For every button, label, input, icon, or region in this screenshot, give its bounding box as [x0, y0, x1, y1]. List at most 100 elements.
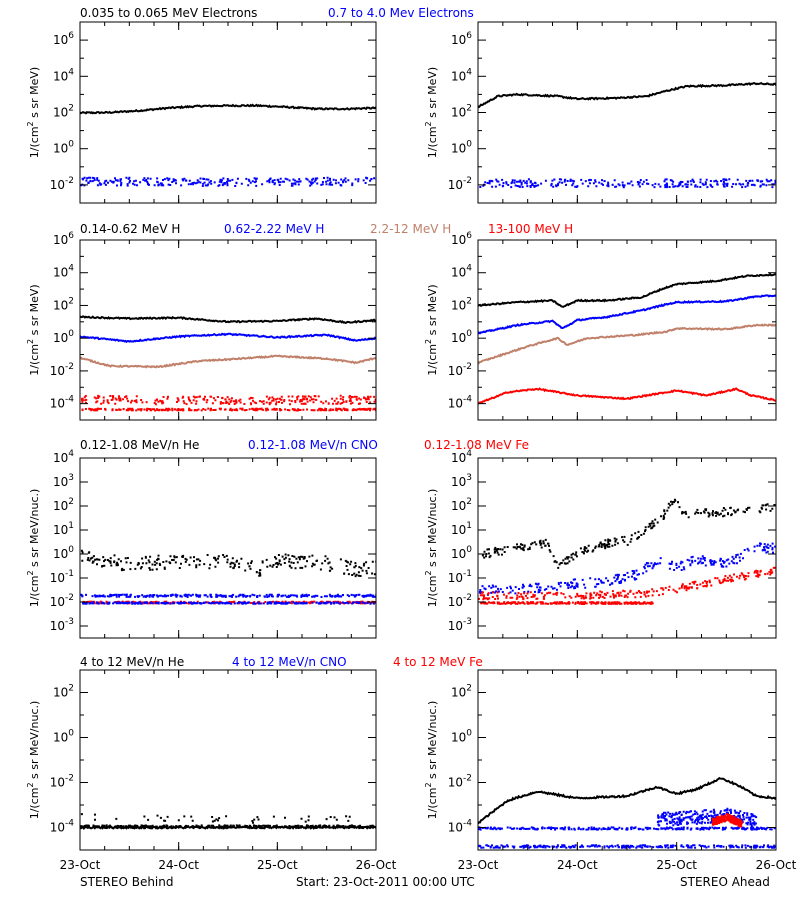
series-ahead-1: [478, 294, 776, 335]
y-tick-label: 103: [53, 473, 74, 489]
series-group: [80, 315, 376, 412]
series-line: [80, 315, 376, 324]
y-tick-label: 10-3: [50, 617, 74, 633]
x-tick-label: 26-Oct: [756, 858, 797, 872]
legend-entry: 0.62-2.22 MeV H: [224, 222, 324, 236]
x-tick-label: 23-Oct: [458, 858, 499, 872]
y-axis-label: 1/(cm2 s sr MeV): [26, 67, 41, 158]
panel-heavy-ions-high-behind: 102 100 10-2 10-4 23-Oct 24-Oct 25-Oct 26-Oct 1/…: [26, 669, 397, 872]
series-dots: [478, 566, 776, 601]
y-axis-label: 1/(cm2 s sr MeV/nuc.): [26, 489, 41, 608]
y-axis-label: 1/(cm2 s sr MeV/nuc.): [424, 489, 439, 608]
y-tick-label: 10-2: [448, 593, 472, 609]
y-tick-label: 102: [451, 296, 472, 312]
y-tick-label: 10-2: [448, 362, 472, 378]
series-dots: [478, 826, 776, 831]
series-dots: [80, 549, 376, 578]
y-tick-label: 106: [53, 31, 74, 47]
series-line: [478, 294, 776, 335]
series-ahead-3: [480, 601, 654, 605]
y-tick-label: 104: [53, 67, 74, 83]
y-tick-label: 10-2: [448, 774, 472, 790]
y-tick-label: 104: [53, 264, 74, 280]
legend-entry: 0.12-1.08 MeV Fe: [424, 438, 529, 452]
series-behind-2: [80, 354, 376, 369]
panel-heavy-ions-low-ahead: 104 103 102 101 100 10-1 10-2 10-3 1/(cm2 s sr M…: [424, 449, 777, 639]
chart-row-heavy-ions-high: 4 to 12 MeV/n He 4 to 12 MeV/n CNO 4 to 12…: [26, 655, 797, 872]
y-axis-label: 1/(cm2 s sr MeV/nuc.): [424, 701, 439, 820]
series-ahead-2: [478, 566, 776, 601]
series-behind-0: [80, 103, 376, 115]
y-tick-label: 104: [451, 264, 472, 280]
legend-entry: 0.12-1.08 MeV/n CNO: [248, 438, 378, 452]
series-group: [80, 103, 376, 187]
y-tick-label: 100: [53, 329, 74, 345]
y-tick-label: 10-2: [448, 176, 472, 192]
y-axis-label: 1/(cm2 s sr MeV/nuc.): [26, 701, 41, 820]
series-behind-1: [80, 593, 376, 598]
series-line: [80, 332, 376, 344]
legend-entry: 0.7 to 4.0 Mev Electrons: [328, 6, 474, 20]
y-tick-label: 103: [451, 473, 472, 489]
row-title-heavy-ions-low: 0.12-1.08 MeV/n He 0.12-1.08 MeV/n CNO 0.1…: [80, 438, 529, 452]
series-line: [80, 824, 376, 831]
series-ahead-0: [478, 81, 776, 109]
y-tick-label: 100: [53, 545, 74, 561]
y-tick-label: 100: [451, 329, 472, 345]
legend-entry: 13-100 MeV H: [488, 222, 573, 236]
y-tick-label: 100: [53, 140, 74, 156]
series-line: [478, 387, 776, 405]
panel-electrons-ahead: 106 104 102 100 10-2 1/(cm2 s sr MeV): [424, 21, 777, 204]
x-tick-label: 25-Oct: [257, 858, 298, 872]
plot-frame: [79, 21, 377, 204]
series-ahead-3: [478, 387, 776, 405]
series-line: [478, 776, 776, 825]
row-title-protons: 0.14-0.62 MeV H 0.62-2.22 MeV H 2.2-12 MeV…: [80, 222, 573, 236]
y-tick-label: 10-4: [448, 819, 473, 835]
series-behind-1: [80, 813, 351, 824]
series-dots: [80, 593, 376, 598]
y-tick-label: 106: [451, 231, 472, 247]
y-tick-label: 100: [451, 140, 472, 156]
series-dots: [479, 178, 776, 189]
x-tick-label: 25-Oct: [656, 858, 697, 872]
series-dots: [711, 813, 743, 828]
y-tick-label: 10-3: [448, 617, 472, 633]
y-tick-label: 102: [53, 296, 74, 312]
series-group: [80, 813, 376, 831]
y-tick-label: 10-4: [448, 395, 473, 411]
plot-frame: [79, 457, 377, 639]
y-tick-label: 102: [451, 684, 472, 700]
series-dots: [80, 813, 351, 824]
x-tick-label: 23-Oct: [60, 858, 101, 872]
series-group: [478, 776, 776, 849]
series-ahead-2: [478, 323, 776, 365]
chart-row-heavy-ions-low: 0.12-1.08 MeV/n He 0.12-1.08 MeV/n CNO 0.1…: [26, 438, 777, 639]
series-ahead-2: [656, 807, 758, 828]
plot-frame: [477, 21, 777, 204]
y-tick-label: 10-2: [50, 774, 74, 790]
series-behind-4: [81, 407, 376, 412]
y-axis-label: 1/(cm2 s sr MeV): [26, 284, 41, 375]
series-ahead-0: [478, 776, 776, 825]
series-ahead-1: [478, 826, 776, 831]
series-group: [478, 81, 776, 189]
series-dots: [480, 601, 654, 605]
y-tick-label: 106: [53, 231, 74, 247]
y-tick-label: 10-2: [50, 176, 74, 192]
legend-entry: 4 to 12 MeV/n CNO: [232, 655, 347, 669]
plot-frame: [79, 239, 377, 421]
series-behind-0: [80, 549, 376, 578]
y-tick-label: 10-2: [50, 362, 74, 378]
series-line: [478, 272, 776, 308]
series-dots: [82, 601, 375, 605]
series-behind-1: [80, 176, 376, 187]
series-line: [80, 103, 376, 115]
y-tick-label: 10-1: [50, 569, 74, 585]
footer-stereo-ahead: STEREO Ahead: [680, 875, 770, 889]
y-tick-label: 102: [451, 497, 472, 513]
y-tick-label: 102: [53, 684, 74, 700]
y-tick-label: 10-1: [448, 569, 472, 585]
y-tick-label: 102: [53, 104, 74, 120]
